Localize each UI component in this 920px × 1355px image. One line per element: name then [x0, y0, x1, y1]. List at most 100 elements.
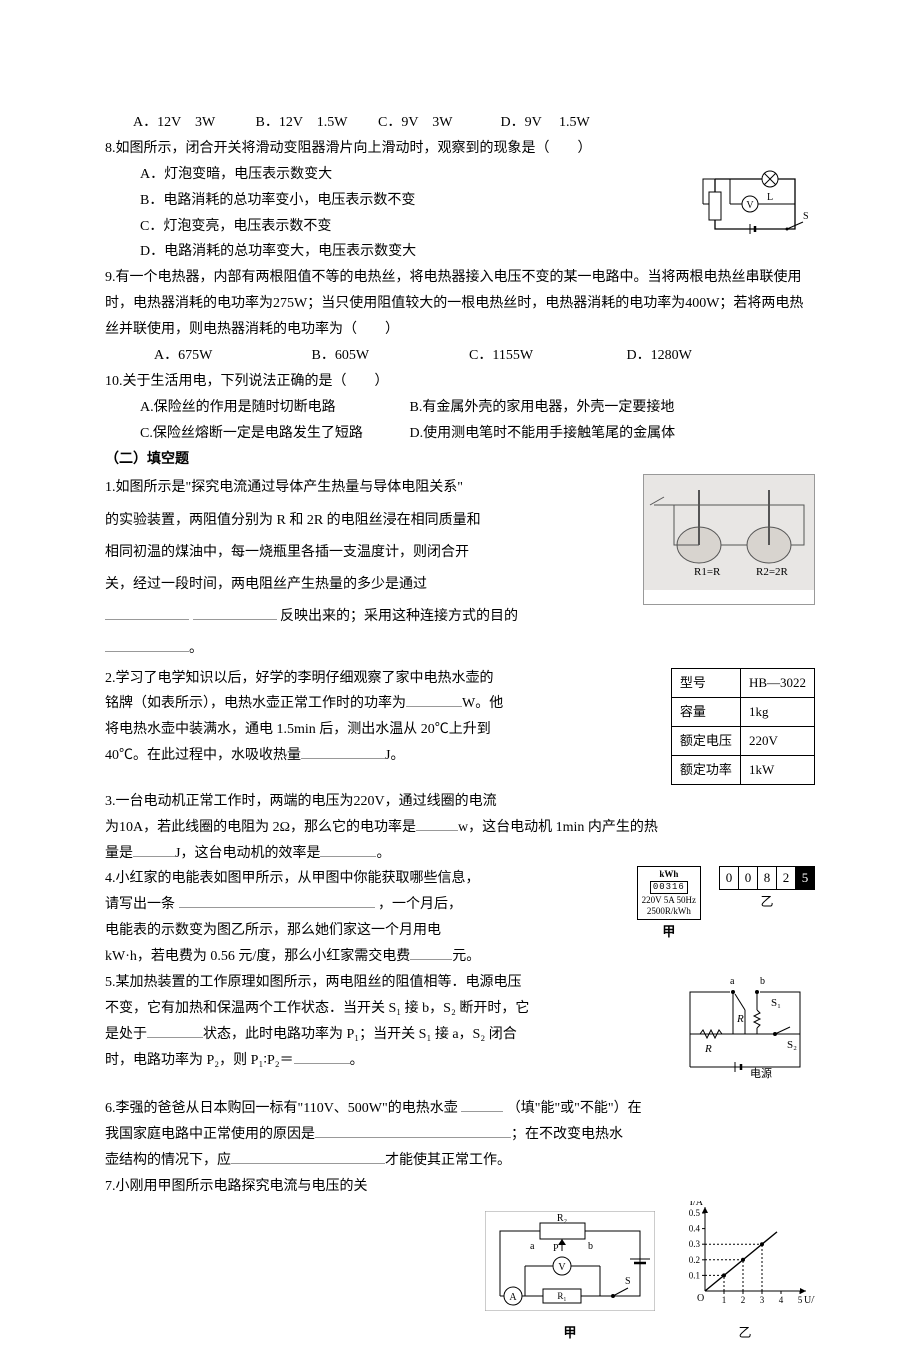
meter-a-caption: 甲 [637, 920, 701, 944]
t-r4b: 1kW [740, 755, 814, 784]
f5-l3a: 是处于 [105, 1027, 147, 1042]
f2-l2b: W。他 [462, 696, 503, 711]
blank [461, 1097, 503, 1112]
t-r1b: HB—3022 [740, 668, 814, 697]
section-2-title: （二）填空题 [105, 447, 815, 473]
f5-src: 电源 [750, 1066, 772, 1080]
q10-stem: 10.关于生活用电，下列说法正确的是（ ） [105, 369, 815, 395]
f1-r2-label: R2=2R [756, 566, 789, 578]
f7-v: V [558, 1262, 566, 1273]
f7-graph: U/VI/AO123450.10.20.30.40.5 乙 [675, 1201, 815, 1345]
svg-text:0.2: 0.2 [689, 1255, 700, 1265]
meter-a-spec1: 220V 5A 50Hz [642, 895, 696, 906]
t-r2a: 容量 [671, 697, 740, 726]
svg-text:U/V: U/V [804, 1295, 815, 1306]
f2-l2a: 铭牌（如表所示），电热水壶正常工作时的功率为 [105, 696, 406, 711]
meter-jia: kWh 00316 220V 5A 50Hz 2500R/kWh 甲 [637, 866, 701, 943]
f5-l3b: 状态，此时电路功率为 P₁；当开关 S₁ 接 a，S₂ 闭合 [203, 1027, 517, 1042]
svg-text:0.4: 0.4 [689, 1224, 701, 1234]
q10-line2: C.保险丝熔断一定是电路发生了短路 D.使用测电笔时不能用手接触笔尾的金属体 [105, 421, 815, 447]
q9-opt-d: D．1280W [627, 343, 781, 369]
f4-figures: kWh 00316 220V 5A 50Hz 2500R/kWh 甲 0 0 8… [637, 866, 815, 943]
f7-a: a [530, 1241, 535, 1252]
meter-a-spec2: 2500R/kWh [642, 906, 696, 917]
q10-opt-c: C.保险丝熔断一定是电路发生了短路 [140, 421, 406, 447]
f3-l2: 为10A，若此线圈的电阻为 2Ω，那么它的电功率是w，这台电动机 1min 内产… [105, 815, 815, 841]
f4-l4a: kW·h，若电费为 0.56 元/度，那么小红家需交电费 [105, 949, 410, 964]
f5-s2: S₂ [787, 1039, 797, 1051]
t-r3b: 220V [740, 726, 814, 755]
f5-a: a [730, 976, 735, 987]
svg-text:4: 4 [779, 1295, 784, 1305]
svg-text:O: O [697, 1293, 704, 1304]
f7-p: P [553, 1243, 559, 1254]
q10-line1: A.保险丝的作用是随时切断电路 B.有金属外壳的家用电器，外壳一定要接地 [105, 395, 815, 421]
f2-l4b: J。 [385, 748, 404, 763]
f7-graph-cap: 乙 [675, 1321, 815, 1345]
blank [105, 605, 189, 620]
f5-figure: a b S₁ R R S₂ [675, 972, 815, 1092]
f5-Rv: R [736, 1013, 744, 1025]
meter-b-digits: 0 0 8 2 5 [719, 866, 815, 890]
blank [179, 893, 375, 908]
blank [315, 1123, 511, 1138]
f3-l2a: 为10A，若此线圈的电阻为 2Ω，那么它的电功率是 [105, 820, 416, 835]
f6-l2: 我国家庭电路中正常使用的原因是；在不改变电热水 [105, 1122, 815, 1148]
q8-figure: L V S [695, 164, 815, 254]
f6-l3: 壶结构的情况下，应 才能使其正常工作。 [105, 1148, 815, 1174]
t-r1a: 型号 [671, 668, 740, 697]
f7-circuit-cap: 甲 [485, 1321, 655, 1345]
f4-l4b: 元。 [452, 949, 480, 964]
q7-options: A．12V 3W B．12V 1.5W C．9V 3W D．9V 1.5W [105, 110, 815, 136]
meter-a-digits: 00316 [650, 881, 688, 894]
q8-stem: 8.如图所示，闭合开关将滑动变阻器滑片向上滑动时，观察到的现象是（ ） [105, 136, 815, 162]
q10-opt-d: D.使用测电笔时不能用手接触笔尾的金属体 [410, 421, 676, 447]
f7-r1: R₁ [557, 1291, 566, 1301]
f5-l4b: 。 [350, 1053, 364, 1068]
q8-voltmeter-label: V [746, 200, 754, 211]
blank [320, 842, 376, 857]
q10-opt-a: A.保险丝的作用是随时切断电路 [140, 395, 406, 421]
f2-l4a: 40℃。在此过程中，水吸收热量 [105, 748, 301, 763]
f6-l2b: ；在不改变电热水 [511, 1127, 623, 1142]
t-r3a: 额定电压 [671, 726, 740, 755]
q7-opt-d: D．9V 1.5W [501, 110, 620, 136]
q7-opt-a: A．12V 3W [133, 110, 252, 136]
f4-l2b: ，一个月后， [378, 897, 462, 912]
q10-opt-b: B.有金属外壳的家用电器，外壳一定要接地 [410, 395, 676, 421]
f2-block: 型号HB—3022 容量1kg 额定电压220V 额定功率1kW 2.学习了电学… [105, 666, 815, 789]
svg-text:3: 3 [760, 1295, 765, 1305]
f6-l3a: 壶结构的情况下，应 [105, 1153, 231, 1168]
q9-opt-c: C．1155W [469, 343, 623, 369]
blank [416, 816, 458, 831]
d2: 8 [758, 867, 777, 889]
d0: 0 [720, 867, 739, 889]
svg-text:I/A: I/A [690, 1201, 704, 1208]
f3-l3: 量是J，这台电动机的效率是。 [105, 841, 815, 867]
f5-b: b [760, 976, 765, 987]
f5-Rh: R [704, 1043, 712, 1055]
f1-block: R1=R R2=2R 1.如图所示是"探究电流通过导体产生热量与导体电阻关系" … [105, 472, 815, 665]
f5-s1: S₁ [771, 997, 781, 1009]
f6-l3b: 才能使其正常工作。 [385, 1153, 511, 1168]
d1: 0 [739, 867, 758, 889]
blank [410, 945, 452, 960]
blank [105, 637, 189, 652]
f6-l1a: 6.李强的爸爸从日本购回一标有"110V、500W"的电热水壶 [105, 1101, 458, 1116]
f7-s: S [625, 1276, 631, 1287]
blank [133, 842, 175, 857]
q9-opt-b: B．605W [312, 343, 466, 369]
blank [231, 1149, 385, 1164]
f7-r2: R₂ [557, 1213, 567, 1224]
f1-l6: 。 [105, 633, 815, 665]
svg-text:0.5: 0.5 [689, 1208, 701, 1218]
meter-a-title: kWh [642, 869, 696, 880]
svg-text:0.3: 0.3 [689, 1240, 701, 1250]
meter-b-caption: 乙 [719, 890, 815, 914]
f3-l3a: 量是 [105, 846, 133, 861]
f7-l1: 7.小刚用甲图所示电路探究电流与电压的关 [105, 1174, 815, 1200]
blank [147, 1023, 203, 1038]
q8-block: 8.如图所示，闭合开关将滑动变阻器滑片向上滑动时，观察到的现象是（ ） L V [105, 136, 815, 265]
q8-switch-label: S [803, 211, 809, 222]
f4-block: kWh 00316 220V 5A 50Hz 2500R/kWh 甲 0 0 8… [105, 866, 815, 970]
